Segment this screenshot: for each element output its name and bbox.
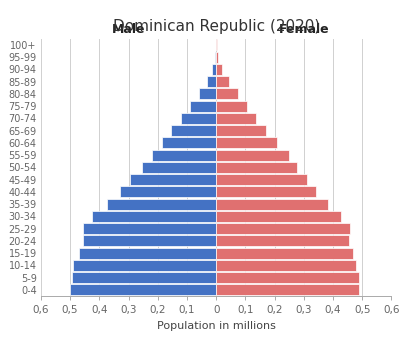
Bar [216,186,316,198]
Bar [216,260,356,271]
Title: Dominican Republic (2020): Dominican Republic (2020) [113,19,320,34]
Bar [216,199,328,210]
Bar [216,88,238,99]
Bar [70,284,216,296]
Bar [216,236,349,246]
Bar [216,64,222,75]
Bar [152,150,216,161]
X-axis label: Population in millions: Population in millions [157,321,275,331]
Bar [83,223,216,234]
Bar [216,113,255,124]
Bar [216,272,359,283]
Bar [79,248,216,259]
Bar [216,162,297,173]
Bar [73,260,216,271]
Bar [216,223,350,234]
Bar [216,101,246,112]
Bar [181,113,216,124]
Bar [216,284,359,296]
Bar [162,137,216,148]
Bar [216,174,307,185]
Bar [216,39,217,51]
Bar [212,64,216,75]
Bar [206,76,216,87]
Bar [216,211,341,222]
Bar [215,52,216,63]
Bar [216,150,288,161]
Bar [142,162,216,173]
Bar [216,76,229,87]
Text: Female: Female [279,23,329,36]
Bar [130,174,216,185]
Bar [199,88,216,99]
Bar [216,125,266,136]
Bar [71,272,216,283]
Bar [216,137,277,148]
Bar [216,248,353,259]
Bar [171,125,216,136]
Bar [83,236,216,246]
Bar [120,186,216,198]
Bar [106,199,216,210]
Bar [191,101,216,112]
Bar [216,52,218,63]
Bar [92,211,216,222]
Text: Male: Male [112,23,145,36]
